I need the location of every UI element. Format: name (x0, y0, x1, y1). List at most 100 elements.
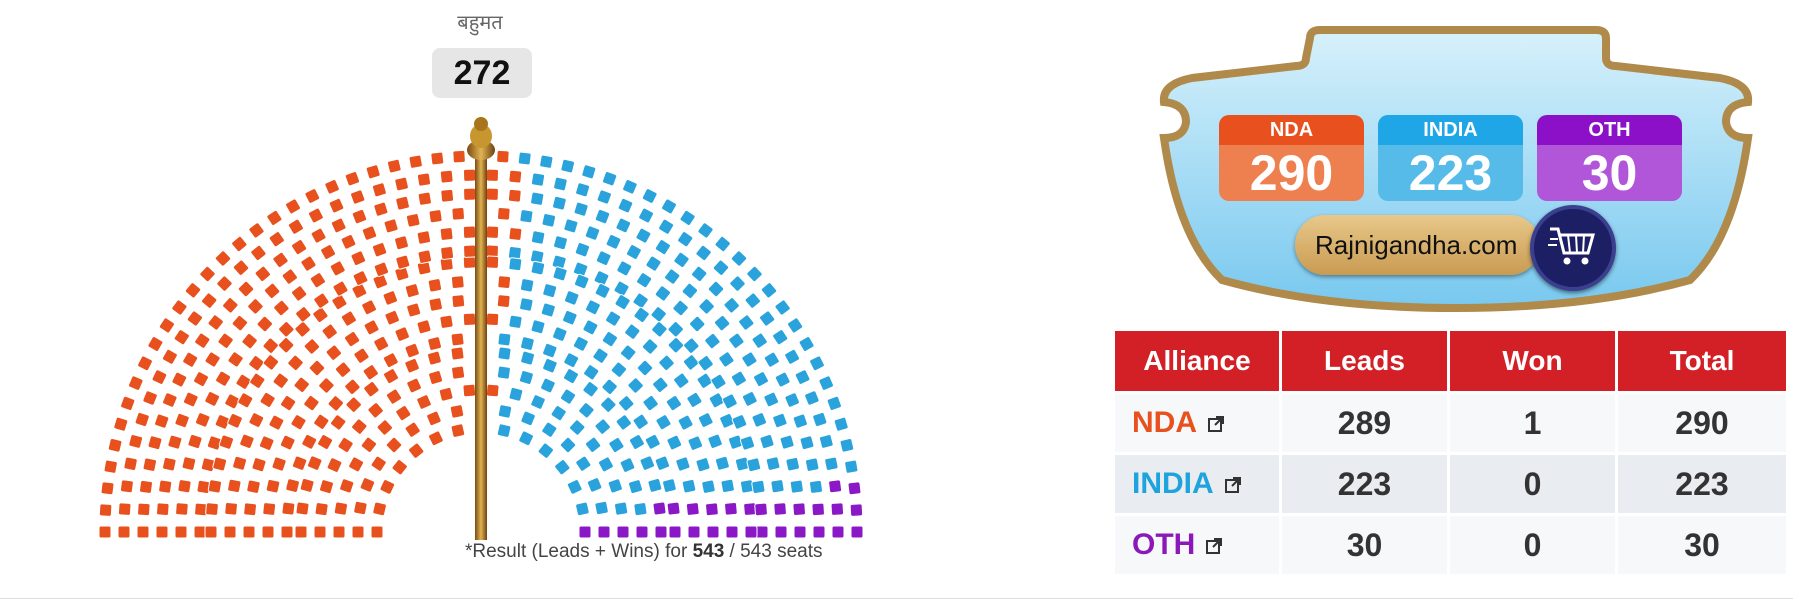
seat-india (753, 371, 769, 388)
seat-nda (117, 502, 132, 516)
seat-india (520, 336, 535, 351)
seat-india (667, 337, 685, 354)
seat-nda (463, 187, 477, 201)
seat-india (585, 299, 601, 316)
seat-nda (395, 195, 410, 211)
seat-nda (406, 377, 422, 394)
seat-nda (350, 250, 367, 266)
alliance-cell[interactable]: OTH (1115, 516, 1279, 574)
seat-india (772, 329, 789, 346)
seat-nda (384, 309, 400, 326)
alliance-link-india[interactable]: INDIA (1132, 467, 1214, 500)
seat-india (632, 413, 649, 430)
shopping-cart-icon[interactable] (1530, 205, 1616, 291)
seat-nda (404, 342, 420, 359)
seat-nda (309, 272, 326, 289)
seat-india (520, 350, 535, 366)
seat-india (618, 395, 635, 412)
won-cell: 0 (1450, 516, 1615, 574)
seat-india (596, 189, 612, 205)
seat-nda (451, 207, 465, 221)
seat-nda (239, 433, 255, 449)
seat-nda (350, 189, 366, 205)
seat-nda (187, 433, 203, 450)
seat-nda (508, 169, 523, 184)
seat-india (687, 435, 704, 451)
seat-india (760, 282, 778, 299)
seat-india (619, 457, 636, 473)
brand-link[interactable]: Rajnigandha.com (1315, 230, 1518, 260)
seat-nda (462, 312, 477, 327)
seat-india (594, 208, 611, 225)
seat-nda (332, 280, 349, 297)
seat-india (730, 250, 748, 267)
alliance-link-nda[interactable]: NDA (1132, 406, 1197, 439)
alliance-cell[interactable]: INDIA (1115, 455, 1279, 513)
seat-india (559, 388, 577, 405)
seat-india (615, 414, 632, 431)
seat-nda (156, 502, 170, 516)
seat-nda (439, 314, 454, 329)
seat-india (746, 265, 763, 283)
external-link-icon[interactable] (1205, 537, 1223, 555)
alliance-link-oth[interactable]: OTH (1132, 528, 1196, 561)
seat-india (530, 319, 546, 335)
seat-india (633, 502, 648, 517)
seat-nda (303, 338, 321, 355)
seat-nda (314, 502, 329, 517)
seat-india (839, 437, 855, 453)
seat-nda (462, 168, 477, 182)
seat-nda (451, 365, 466, 380)
seat-nda (237, 280, 255, 298)
seat-india (710, 373, 727, 390)
seat-india (713, 314, 731, 332)
seat-india (654, 239, 671, 256)
seat-nda (285, 478, 300, 493)
seat-nda (406, 302, 422, 318)
seat-nda (439, 227, 454, 241)
seat-nda (450, 346, 465, 361)
seat-india (784, 348, 801, 365)
seat-nda (207, 479, 223, 494)
seat-nda (259, 391, 276, 408)
seat-nda (171, 371, 188, 388)
seat-nda (308, 359, 326, 377)
mace-icon (467, 117, 495, 540)
seat-nda (428, 430, 444, 447)
seat-india (741, 391, 758, 407)
seat-nda (321, 323, 338, 340)
seat-india (789, 479, 804, 494)
seat-nda (450, 423, 466, 438)
seat-india (683, 337, 700, 354)
seat-nda (450, 275, 465, 289)
seat-india (628, 434, 645, 450)
alliance-cell[interactable]: NDA (1115, 394, 1279, 452)
seat-india (520, 410, 536, 427)
seat-india (628, 479, 643, 495)
seat-nda (318, 377, 335, 394)
seat-nda (353, 347, 370, 364)
seat-nda (340, 234, 357, 250)
seat-india (804, 390, 820, 406)
seat-nda (291, 455, 308, 471)
majority-label: बहुमत (457, 10, 503, 34)
seat-india (809, 355, 825, 372)
seat-india (617, 197, 634, 214)
seat-india (569, 419, 586, 436)
seat-nda (227, 413, 243, 429)
external-link-icon[interactable] (1207, 415, 1225, 433)
seat-india (605, 234, 622, 250)
external-link-icon[interactable] (1224, 476, 1242, 494)
seat-nda (262, 337, 279, 354)
brand-pill[interactable] (1295, 215, 1540, 275)
table-header-row: Alliance Leads Won Total (1115, 331, 1786, 391)
seat-india (560, 158, 576, 174)
seat-india (697, 355, 714, 372)
seat-nda (271, 456, 287, 472)
seat-nda (372, 501, 387, 517)
seat-india (707, 433, 723, 449)
seat-nda (258, 435, 275, 451)
seat-nda (382, 290, 398, 306)
seat-nda (278, 321, 295, 338)
seat-nda (120, 395, 136, 412)
